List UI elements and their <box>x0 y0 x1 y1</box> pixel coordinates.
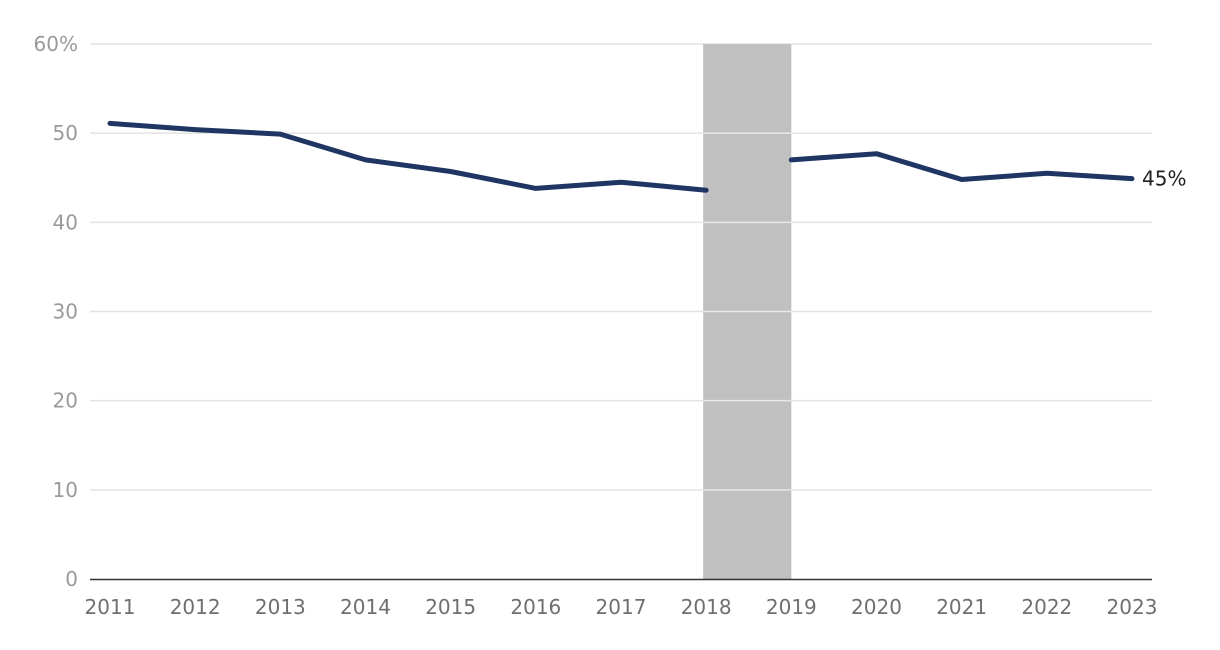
y-tick-label: 0 <box>65 567 78 591</box>
x-tick-label: 2023 <box>1107 595 1158 619</box>
end-value-label: 45% <box>1142 167 1186 191</box>
x-tick-label: 2014 <box>340 595 391 619</box>
y-tick-label: 10 <box>53 478 78 502</box>
x-tick-label: 2015 <box>425 595 476 619</box>
x-tick-label: 2013 <box>255 595 306 619</box>
x-tick-label: 2016 <box>510 595 561 619</box>
series-segment <box>107 120 709 193</box>
series-segment <box>788 151 1135 182</box>
y-tick-label: 50 <box>53 121 78 145</box>
y-tick-label: 40 <box>53 210 78 234</box>
x-tick-label: 2019 <box>766 595 817 619</box>
gridlines <box>90 43 1152 491</box>
y-tick-label: 20 <box>53 389 78 413</box>
x-tick-label: 2022 <box>1021 595 1072 619</box>
x-tick-label: 2011 <box>85 595 136 619</box>
x-tick-label: 2017 <box>596 595 647 619</box>
x-tick-label: 2020 <box>851 595 902 619</box>
x-tick-label: 2012 <box>170 595 221 619</box>
x-tick-label: 2021 <box>936 595 987 619</box>
series-line <box>107 120 1135 193</box>
y-tick-label: 30 <box>53 300 78 324</box>
x-tick-label: 2018 <box>681 595 732 619</box>
y-tick-label: 60% <box>34 32 78 56</box>
y-axis-ticks: 0 10 20 30 40 50 60% <box>34 32 78 591</box>
x-axis-ticks: 2011 2012 2013 2014 2015 2016 2017 2018 2019 2020… <box>85 595 1158 619</box>
